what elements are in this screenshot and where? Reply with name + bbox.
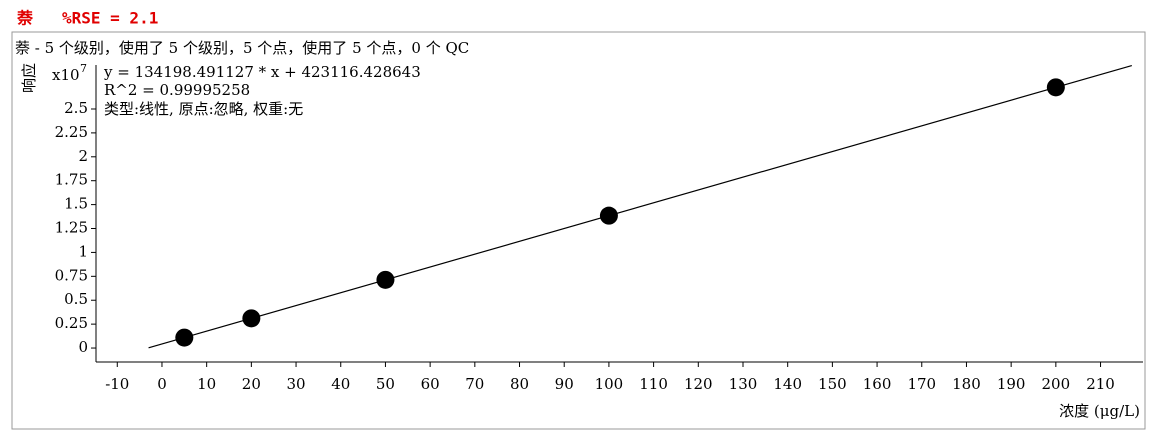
x-tick-label: 160	[863, 375, 892, 393]
y-tick-label: 2	[78, 147, 88, 165]
y-tick-label: 0.75	[55, 266, 88, 284]
data-point	[1046, 78, 1065, 97]
x-tick-label: 210	[1086, 375, 1115, 393]
r-squared: R^2 = 0.99995258	[104, 81, 250, 99]
x-tick-label: 30	[287, 375, 306, 393]
y-tick-label: 1.5	[64, 195, 88, 213]
y-tick-label: 2.5	[64, 99, 88, 117]
chart-frame	[11, 31, 1146, 430]
x-tick-label: 50	[376, 375, 395, 393]
x-tick-label: 60	[421, 375, 440, 393]
fit-info: 类型:线性, 原点:忽略, 权重:无	[104, 100, 303, 118]
rse-label: %RSE = 2.1	[62, 9, 158, 28]
y-tick-label: 1.25	[55, 219, 88, 237]
data-point	[376, 270, 395, 289]
y-tick-label: 1.75	[55, 171, 88, 189]
y-scale-label: x10	[52, 66, 80, 84]
equation: y = 134198.491127 * x + 423116.428643	[103, 63, 421, 81]
x-tick-label: 170	[907, 375, 936, 393]
x-tick-label: 190	[997, 375, 1026, 393]
x-tick-label: -10	[105, 375, 129, 393]
y-tick-label: 0.25	[55, 314, 88, 332]
x-tick-label: 80	[510, 375, 529, 393]
data-point	[599, 206, 618, 225]
x-tick-label: 110	[639, 375, 668, 393]
x-tick-label: 180	[952, 375, 981, 393]
x-tick-label: 40	[331, 375, 350, 393]
x-tick-label: 20	[242, 375, 261, 393]
fit-line	[148, 64, 1132, 349]
x-tick-label: 200	[1042, 375, 1071, 393]
y-tick-label: 0.5	[64, 290, 88, 308]
x-axis-label: 浓度 (μg/L)	[1059, 402, 1140, 420]
x-tick-label: 100	[595, 375, 624, 393]
summary: 萘 - 5 个级别，使用了 5 个级别，5 个点，使用了 5 个点，0 个 QC	[15, 39, 469, 57]
data-point	[175, 328, 194, 347]
y-scale-exponent: 7	[80, 62, 87, 75]
y-tick-label: 1	[78, 242, 88, 260]
x-tick-label: 120	[684, 375, 713, 393]
x-tick-label: 90	[555, 375, 574, 393]
data-point	[242, 309, 261, 328]
y-tick-label: 2.25	[55, 123, 88, 141]
y-axis-label: 响应	[20, 63, 38, 93]
x-tick-label: 150	[818, 375, 847, 393]
y-tick-label: 0	[78, 338, 88, 356]
x-tick-label: 70	[465, 375, 484, 393]
x-tick-label: 10	[197, 375, 216, 393]
x-tick-label: 0	[157, 375, 167, 393]
x-tick-label: 140	[773, 375, 802, 393]
chart-title: 萘	[16, 9, 34, 28]
x-tick-label: 130	[729, 375, 758, 393]
